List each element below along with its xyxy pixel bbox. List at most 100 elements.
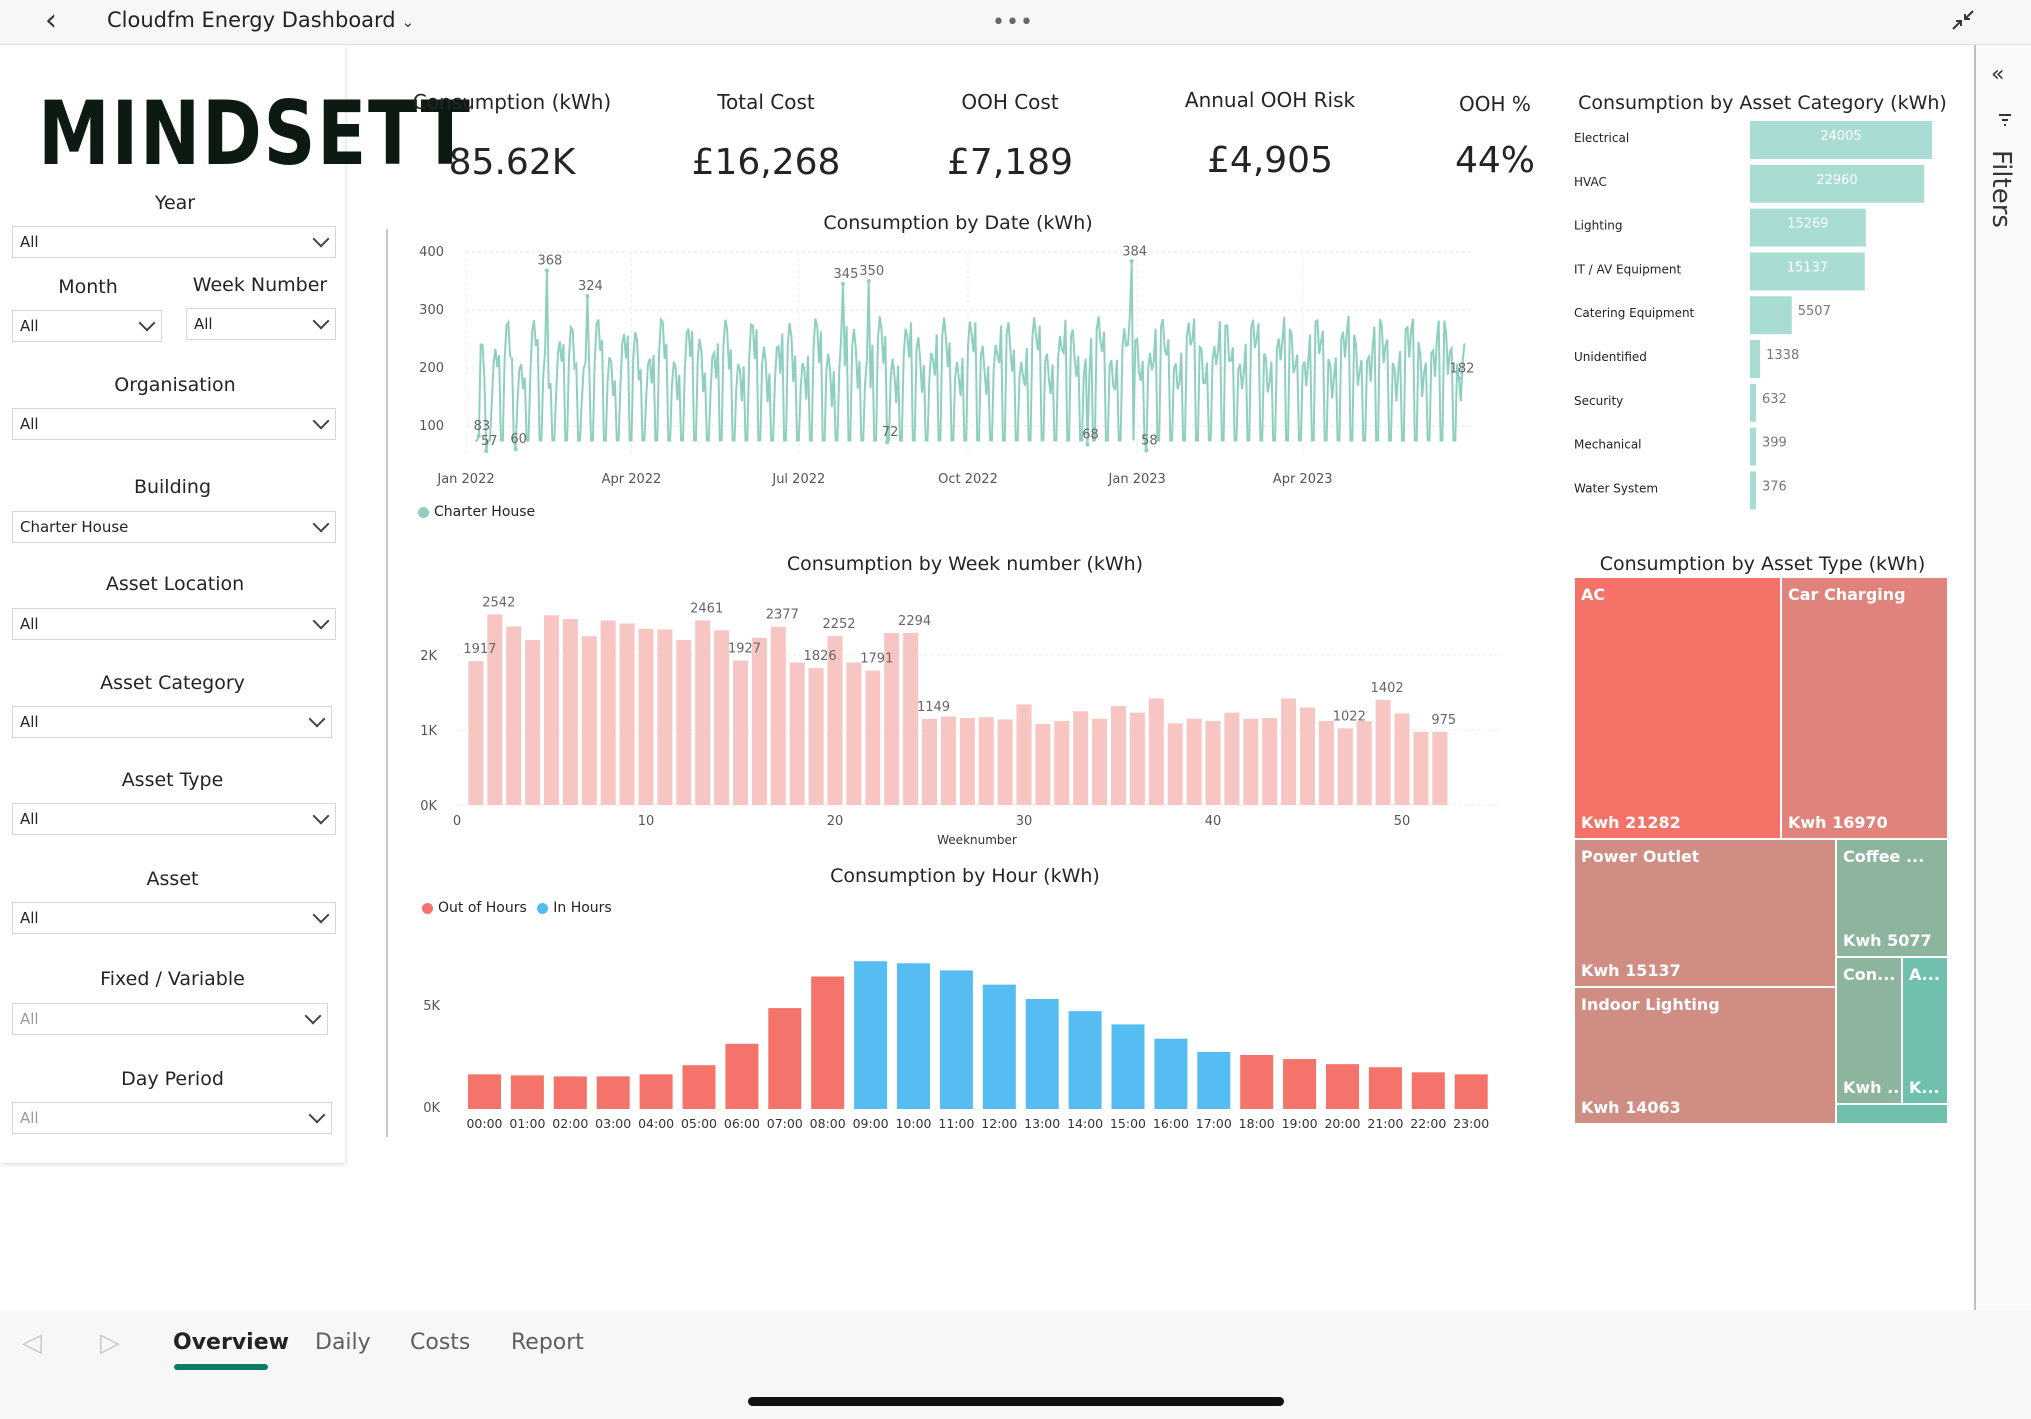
slicer-asset[interactable]: All [12, 902, 336, 934]
slicer-label-asset: Asset [146, 868, 199, 890]
slicer-day-period[interactable]: All [12, 1102, 332, 1134]
slicer-label-building: Building [133, 476, 212, 498]
exit-fullscreen-icon[interactable] [1950, 8, 1976, 32]
treemap-tile-name: Con... [1843, 965, 1895, 984]
slicer-month[interactable]: All [12, 310, 162, 342]
week-bar [657, 629, 673, 805]
slicer-asset-location[interactable]: All [12, 608, 336, 640]
week-bar [751, 637, 767, 805]
week-bar [468, 661, 484, 805]
x-tick-label: 08:00 [810, 1116, 846, 1131]
tab-overview[interactable]: Overview [173, 1330, 289, 1355]
data-point [1129, 259, 1134, 264]
data-point [544, 268, 549, 273]
slicer-week-number[interactable]: All [186, 308, 336, 340]
category-bar [1750, 471, 1756, 510]
hour-bar [1326, 1064, 1359, 1109]
treemap-tile-name: Indoor Lighting [1581, 995, 1720, 1014]
next-page-arrow-icon[interactable]: ▷ [100, 1328, 120, 1358]
hour-bar [596, 1076, 630, 1109]
consumption-by-asset-type-treemap[interactable]: AC Kwh 21282 Car Charging Kwh 16970 Power Ou… [1575, 578, 1947, 1123]
hour-bar [854, 961, 888, 1109]
consumption-by-asset-category-chart[interactable]: Electrical 24005 HVAC 22960 Lighting 15269 IT … [1570, 112, 1960, 512]
y-tick-label: 200 [419, 361, 444, 376]
mindsett-logo: MINDSETT [38, 82, 472, 185]
slicer-organisation[interactable]: All [12, 408, 336, 440]
chevron-down-icon [304, 1007, 322, 1025]
slicer-asset-type[interactable]: All [12, 803, 336, 835]
week-bar [695, 620, 711, 805]
data-label: 1917 [463, 642, 496, 657]
category-bar [1750, 252, 1865, 291]
x-tick-label: 23:00 [1453, 1116, 1489, 1131]
category-label: HVAC [1574, 175, 1607, 189]
x-tick-label: Jan 2023 [1108, 472, 1166, 487]
hour-bar [725, 1043, 759, 1109]
week-bar [1092, 718, 1108, 805]
previous-page-arrow-icon[interactable]: ◁ [22, 1328, 42, 1358]
y-tick-label: 5K [423, 999, 440, 1014]
slicer-asset-location-value: All [20, 615, 39, 633]
week-bar [1375, 699, 1391, 805]
slicer-label-fixed-variable: Fixed / Variable [100, 968, 245, 990]
x-tick-label: 10 [638, 814, 655, 829]
kpi-total-cost-value: £16,268 [691, 142, 841, 183]
expand-filters-icon[interactable]: « [1991, 62, 2005, 87]
data-label: 83 [474, 419, 491, 434]
tab-report[interactable]: Report [511, 1330, 584, 1355]
category-bar [1750, 427, 1756, 466]
data-label: 975 [1431, 713, 1456, 728]
slicer-week-number-value: All [194, 315, 213, 333]
slicer-asset-category[interactable]: All [12, 706, 332, 738]
slicer-year-value: All [20, 233, 39, 251]
slicer-fixed-variable[interactable]: All [12, 1003, 328, 1035]
x-tick-label: 20 [827, 814, 844, 829]
kpi-consumption-title: Consumption (kWh) [412, 90, 612, 114]
y-tick-label: 400 [419, 245, 444, 260]
week-bar [1356, 721, 1372, 805]
treemap-tile-value: Kwh 21282 [1581, 813, 1681, 832]
x-tick-label: 03:00 [595, 1116, 631, 1131]
x-tick-label: 11:00 [938, 1116, 974, 1131]
slicer-year[interactable]: All [12, 226, 336, 258]
week-bar [1262, 718, 1278, 805]
chevron-down-icon [312, 312, 330, 330]
tab-costs[interactable]: Costs [410, 1330, 471, 1355]
x-tick-label: Apr 2023 [1273, 472, 1333, 487]
hour-bar [897, 963, 930, 1109]
consumption-by-week-chart[interactable]: 2K 1K 0K 1917 2542 2461 1927 2377 1826 2252 1791 22… [400, 580, 1510, 850]
slicer-label-week-number: Week Number [192, 274, 328, 296]
active-tab-indicator [174, 1364, 268, 1370]
week-bar [922, 718, 937, 805]
report-title-dropdown[interactable]: Cloudfm Energy Dashboard ⌄ [107, 8, 414, 32]
week-bar [544, 615, 559, 805]
y-tick-label: 2K [420, 649, 437, 664]
slicer-label-year: Year [154, 192, 196, 214]
back-chevron-icon[interactable]: ‹ [45, 3, 57, 38]
category-bar [1750, 208, 1866, 247]
data-point [840, 281, 845, 286]
treemap-tile [1837, 840, 1947, 956]
slicer-building[interactable]: Charter House [12, 511, 336, 543]
line-chart-legend[interactable]: Charter House [418, 504, 535, 520]
x-tick-label: 17:00 [1196, 1116, 1232, 1131]
consumption-by-date-chart[interactable]: 400 300 200 100 Jan 2022 Apr 2022 Jul 2022 Oct … [400, 235, 1510, 535]
consumption-by-hour-chart[interactable]: 5K 0K 00:00 01:00 02:00 03:00 04:00 05:00 06:00 0… [400, 925, 1510, 1135]
category-label: Unidentified [1574, 350, 1647, 364]
filters-pane-collapsed[interactable] [1974, 45, 2031, 1310]
week-bar [789, 662, 805, 805]
treemap-tile [1837, 958, 1901, 1103]
more-options-icon[interactable]: ••• [992, 10, 1034, 35]
data-point [476, 433, 481, 438]
week-bar [1337, 728, 1353, 805]
hour-chart-legend[interactable]: Out of Hours In Hours [422, 900, 612, 916]
x-tick-label: Oct 2022 [938, 472, 998, 487]
week-bar [676, 640, 692, 805]
filters-pane-label[interactable]: Filters [1986, 150, 2016, 228]
home-indicator [748, 1397, 1284, 1406]
data-label: 72 [882, 425, 899, 440]
slicer-asset-value: All [20, 909, 39, 927]
data-label: 68 [1082, 428, 1099, 443]
tab-daily[interactable]: Daily [315, 1330, 371, 1355]
week-bar [600, 620, 616, 805]
